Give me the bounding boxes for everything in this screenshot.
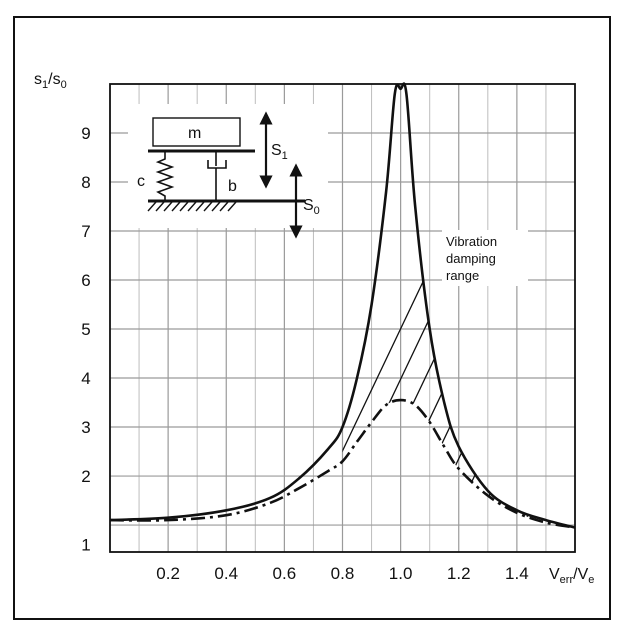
hatch-line (421, 93, 546, 523)
x-tick-label: 0.2 (156, 564, 180, 583)
mass-block (152, 117, 241, 147)
y-tick-labels: 1 2 3 4 5 6 7 8 9 (81, 124, 90, 555)
damping-range-annotation: Vibration damping range (442, 230, 528, 286)
x-tick-label: 0.4 (214, 564, 238, 583)
figure-frame (13, 16, 611, 620)
s1-label: S1 (271, 142, 288, 162)
hatch-line (567, 94, 630, 535)
hatch-line (493, 93, 546, 523)
y-tick-label: 9 (81, 124, 90, 143)
undamped-curve (109, 82, 576, 529)
hatch-line (349, 93, 546, 523)
svg-text:damping: damping (446, 251, 496, 266)
y-tick-label: 1 (81, 536, 90, 555)
annotation-line-2: damping (446, 251, 496, 266)
y-tick-label: 5 (81, 320, 90, 339)
hatch-line (342, 93, 538, 523)
svg-text:range: range (446, 268, 479, 283)
spring-label: c (137, 173, 145, 190)
hatch-line (591, 94, 630, 535)
x-tick-label: 1.0 (389, 564, 413, 583)
damper-label: b (228, 178, 237, 195)
hatch-line (541, 93, 546, 523)
x-tick-label: 1.4 (505, 564, 529, 583)
annotation-line-3: range (446, 268, 479, 283)
damped-curve (109, 398, 576, 529)
y-tick-label: 7 (81, 222, 90, 241)
x-tick-label: 0.6 (273, 564, 297, 583)
hatch-line (469, 93, 546, 523)
damping-hatch (342, 93, 630, 535)
x-tick-label: 1.2 (447, 564, 471, 583)
x-tick-labels: 0.2 0.4 0.6 0.8 1.0 1.2 1.4 (156, 564, 528, 583)
y-tick-label: 8 (81, 173, 90, 192)
x-tick-label: 0.8 (331, 564, 355, 583)
y-tick-label: 3 (81, 418, 90, 437)
hatch-line (445, 93, 546, 523)
ground-hatch (147, 201, 237, 212)
spring (155, 151, 175, 201)
plot-area (109, 83, 576, 553)
y-tick-label: 6 (81, 271, 90, 290)
hatch-line (615, 94, 630, 535)
mass-label: m (188, 125, 201, 142)
annotation-line-1: Vibration (446, 234, 497, 249)
y-axis-label: s1/s0 (34, 71, 67, 91)
hatch-line (342, 93, 514, 523)
mass-spring-damper-diagram: m c b S1 S0 (128, 104, 328, 239)
hatch-line (373, 93, 546, 523)
svg-text:Vibration: Vibration (446, 234, 497, 249)
y-tick-label: 4 (81, 369, 90, 388)
s0-label: S0 (303, 197, 320, 217)
damper (207, 151, 227, 201)
x-axis-label: Verr/Ve (549, 566, 594, 586)
y-tick-label: 2 (81, 467, 90, 486)
